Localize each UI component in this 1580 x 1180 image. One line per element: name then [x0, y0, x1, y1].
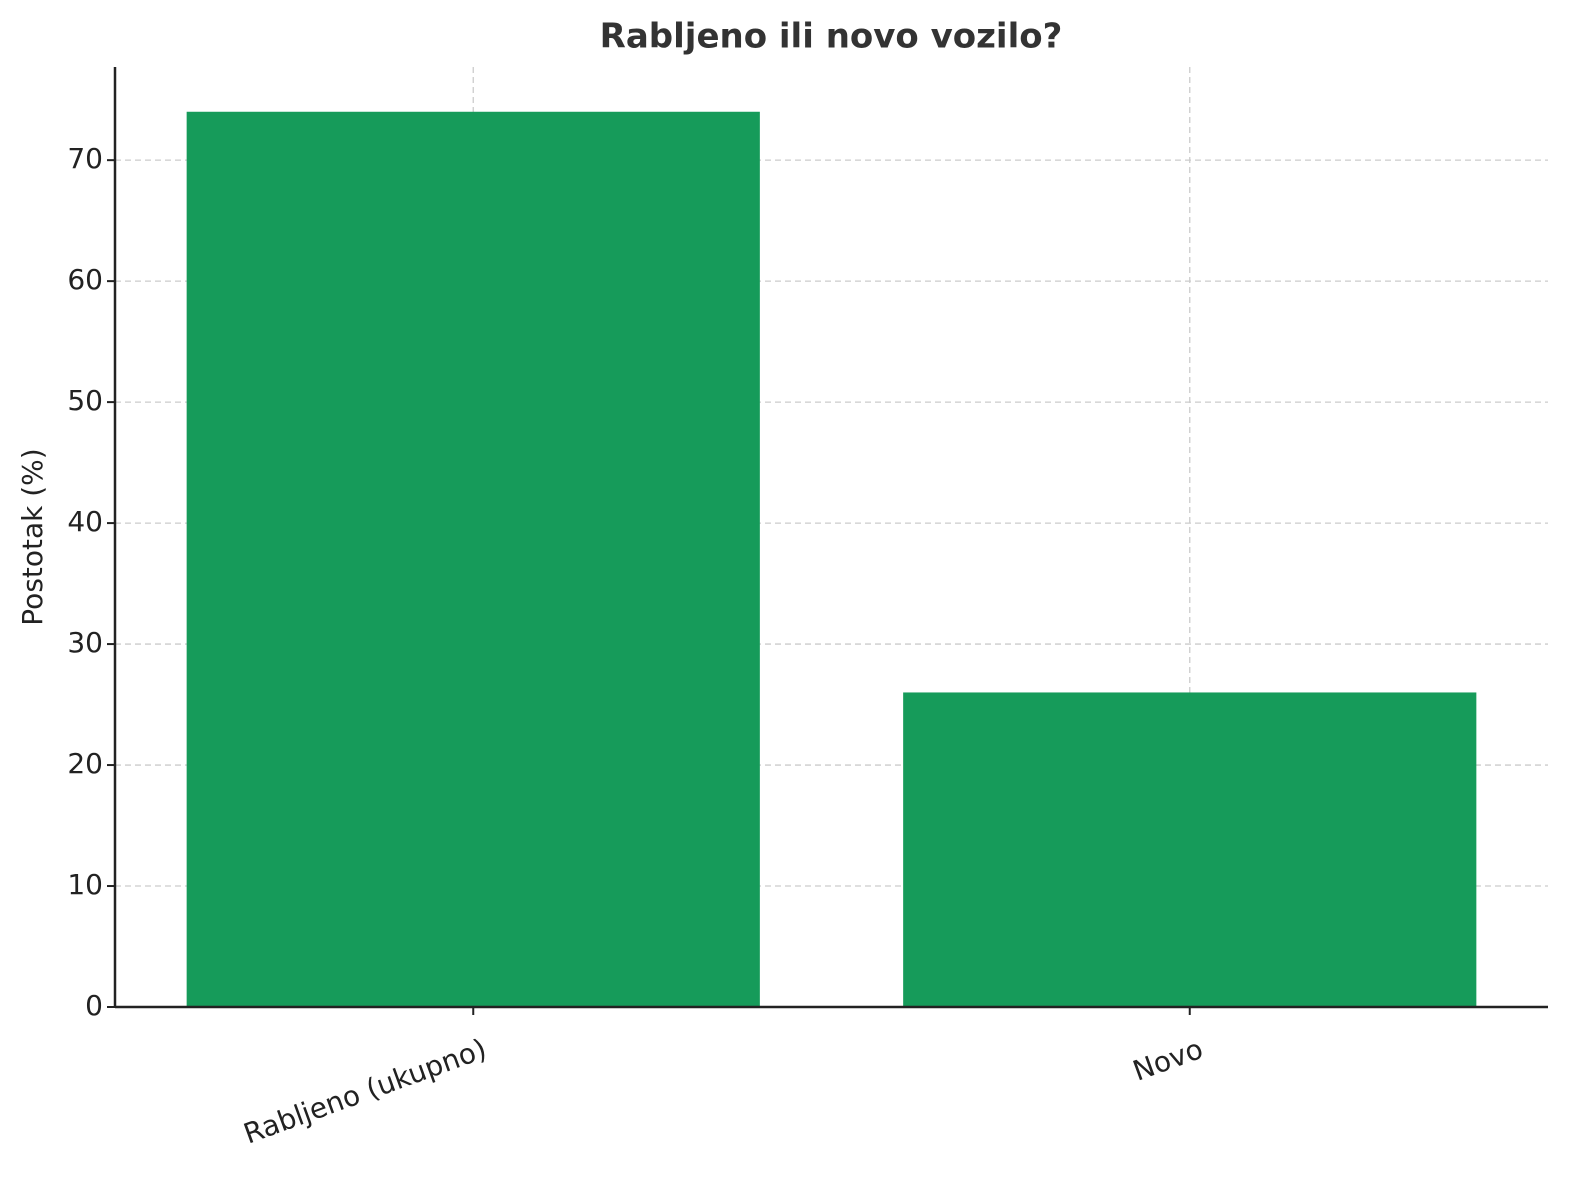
y-tick-label: 0	[85, 989, 103, 1022]
bar	[903, 692, 1477, 1007]
y-tick-label: 40	[67, 505, 103, 538]
y-tick-label: 20	[67, 747, 103, 780]
y-tick-label: 60	[67, 263, 103, 296]
y-tick-label: 10	[67, 868, 103, 901]
y-tick-label: 30	[67, 626, 103, 659]
y-axis-label: Postotak (%)	[16, 448, 49, 625]
chart-title: Rabljeno ili novo vozilo?	[600, 17, 1063, 57]
y-tick-label: 70	[67, 142, 103, 175]
x-tick-label: Rabljeno (ukupno)	[239, 1032, 491, 1150]
bar	[186, 111, 760, 1007]
x-tick-label: Novo	[1129, 1032, 1208, 1088]
y-tick-label: 50	[67, 384, 103, 417]
